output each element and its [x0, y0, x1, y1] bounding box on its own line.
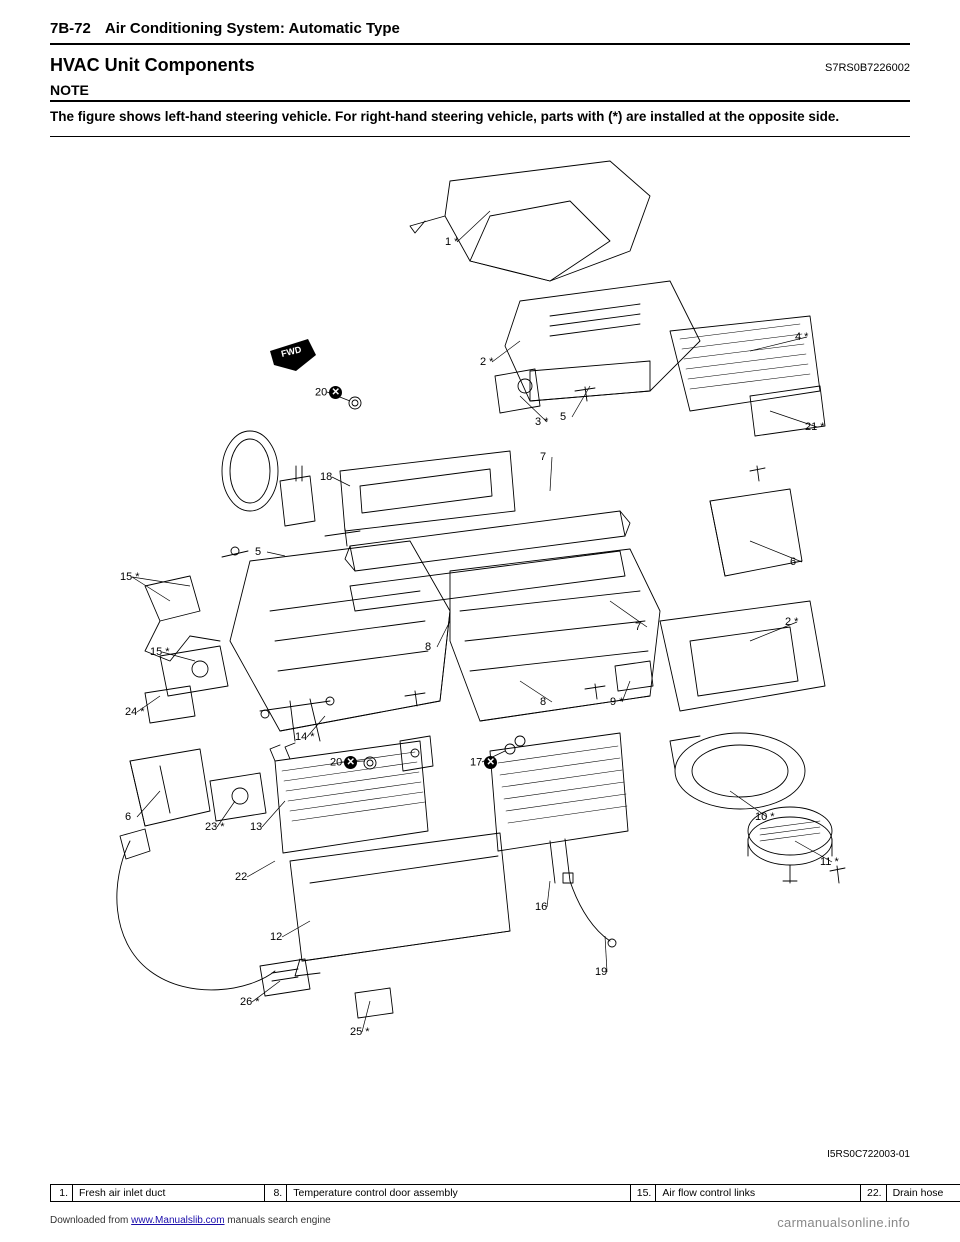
- cell-text: Drain hose: [886, 1185, 960, 1202]
- callout-c2a: 2 *: [480, 356, 493, 368]
- footer-left: Downloaded from www.Manualslib.com manua…: [50, 1215, 331, 1230]
- parts-table: 1. Fresh air inlet duct 8. Temperature c…: [50, 1184, 960, 1202]
- note-rule-bottom: [50, 136, 910, 138]
- callout-c14: 14 *: [295, 731, 315, 743]
- callout-c15b: 15 *: [150, 646, 170, 658]
- table-row: 1. Fresh air inlet duct 8. Temperature c…: [51, 1185, 960, 1202]
- callout-c6b: 6: [125, 811, 131, 823]
- note-text: The figure shows left-hand steering vehi…: [50, 108, 910, 126]
- cell-num: 15.: [630, 1185, 656, 1202]
- callout-c6a: 6: [790, 556, 796, 568]
- callout-c13: 13: [250, 821, 262, 833]
- callout-c12: 12: [270, 931, 282, 943]
- cell-num: 8.: [265, 1185, 287, 1202]
- callout-c21: 21 *: [805, 421, 825, 433]
- callout-c25: 25 *: [350, 1026, 370, 1038]
- page-footer: Downloaded from www.Manualslib.com manua…: [50, 1215, 910, 1230]
- callout-c18: 18: [320, 471, 332, 483]
- page-header: 7B-72 Air Conditioning System: Automatic…: [50, 20, 910, 37]
- cell-num: 1.: [51, 1185, 73, 1202]
- callout-c5b: 5: [255, 546, 261, 558]
- callout-c20b: 20✕: [330, 756, 357, 769]
- footer-left-pre: Downloaded from: [50, 1215, 131, 1226]
- footer-right: carmanualsonline.info: [777, 1215, 910, 1230]
- callout-c26: 26 *: [240, 996, 260, 1008]
- section-title: HVAC Unit Components: [50, 55, 910, 76]
- callout-c15a: 15 *: [120, 571, 140, 583]
- footer-left-post: manuals search engine: [225, 1215, 331, 1226]
- header-rule: [50, 43, 910, 45]
- callout-c11: 11 *: [820, 856, 839, 868]
- cell-text: Air flow control links: [656, 1185, 861, 1202]
- page-number: 7B-72: [50, 20, 91, 37]
- callout-c17: 17✕: [470, 756, 497, 769]
- callout-c8a: 8: [425, 641, 431, 653]
- callout-c4: 4 *: [795, 331, 808, 343]
- cell-text: Fresh air inlet duct: [73, 1185, 265, 1202]
- callout-c3: 3 *: [535, 416, 548, 428]
- callout-c2b: 2 *: [785, 616, 798, 628]
- callout-c9: 9 *: [610, 696, 623, 708]
- callout-c7a: 7: [540, 451, 546, 463]
- cell-text: Temperature control door assembly: [287, 1185, 631, 1202]
- callout-c16: 16: [535, 901, 547, 913]
- section-code: S7RS0B7226002: [825, 62, 910, 74]
- do-not-reuse-icon: ✕: [484, 756, 497, 769]
- footer-link[interactable]: www.Manualslib.com: [131, 1215, 224, 1226]
- callout-c20a: 20✕: [315, 386, 342, 399]
- do-not-reuse-icon: ✕: [329, 386, 342, 399]
- diagram-svg: FWD: [50, 141, 910, 1061]
- figure-code: I5RS0C722003-01: [827, 1149, 910, 1160]
- do-not-reuse-icon: ✕: [344, 756, 357, 769]
- callout-c22: 22: [235, 871, 247, 883]
- callout-c23: 23 *: [205, 821, 225, 833]
- callout-c7b: 7: [635, 621, 641, 633]
- cell-num: 22.: [860, 1185, 886, 1202]
- exploded-diagram: FWD 1 * 2 * 4 * 3 * 5 21 * 20✕ 18 7 5 6 15 * 15 * 7 2 …: [50, 141, 910, 1061]
- callout-c24: 24 *: [125, 706, 145, 718]
- callout-c1: 1 *: [445, 236, 458, 248]
- page-title: Air Conditioning System: Automatic Type: [105, 20, 400, 37]
- fwd-badge: FWD: [270, 339, 316, 371]
- callout-c19: 19: [595, 966, 607, 978]
- note-label: NOTE: [50, 82, 910, 98]
- page-root: 7B-72 Air Conditioning System: Automatic…: [0, 0, 960, 1242]
- callout-c8b: 8: [540, 696, 546, 708]
- callout-c10: 10 *: [755, 811, 775, 823]
- note-rule-top: [50, 100, 910, 102]
- callout-c5a: 5: [560, 411, 566, 423]
